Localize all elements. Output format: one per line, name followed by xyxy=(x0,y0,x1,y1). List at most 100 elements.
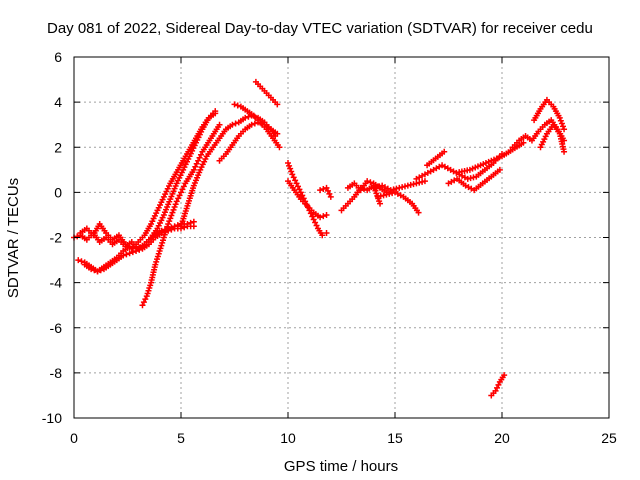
data-point xyxy=(387,187,394,194)
data-point xyxy=(367,179,374,186)
data-point xyxy=(501,372,508,379)
y-tick-label: -4 xyxy=(50,275,63,291)
series-track-r xyxy=(424,148,448,169)
data-point xyxy=(380,192,387,199)
data-point xyxy=(176,192,183,199)
x-tick-label: 25 xyxy=(601,430,617,446)
data-point xyxy=(123,251,130,258)
data-point xyxy=(327,193,334,200)
series-track-h xyxy=(231,101,283,151)
data-point xyxy=(258,120,265,127)
x-axis-label: GPS time / hours xyxy=(284,458,398,475)
series-track-l xyxy=(317,184,334,200)
data-point xyxy=(561,148,568,155)
data-point xyxy=(561,126,568,133)
data-point xyxy=(140,299,147,306)
data-point xyxy=(464,175,471,182)
data-point xyxy=(142,296,149,303)
data-point xyxy=(170,206,177,213)
data-point xyxy=(245,113,252,120)
data-point xyxy=(323,184,330,191)
data-point xyxy=(175,195,182,202)
data-point xyxy=(399,184,406,191)
series-track-u xyxy=(488,372,508,399)
y-tick-label: -2 xyxy=(50,230,63,246)
data-point xyxy=(172,201,179,208)
data-point xyxy=(416,179,423,186)
y-tick-label: -10 xyxy=(42,410,62,426)
x-tick-label: 15 xyxy=(387,430,403,446)
data-point xyxy=(441,148,448,155)
data-point xyxy=(181,224,188,231)
data-point xyxy=(370,184,377,191)
series-track-d xyxy=(81,223,197,275)
data-point xyxy=(75,257,82,264)
data-point xyxy=(166,218,173,225)
data-point xyxy=(296,186,303,193)
data-point xyxy=(377,193,384,200)
data-point xyxy=(248,121,255,128)
data-point xyxy=(407,181,414,188)
series-track-k xyxy=(285,178,330,221)
data-point xyxy=(231,101,238,108)
data-point xyxy=(165,220,172,227)
data-point xyxy=(120,252,127,259)
data-point xyxy=(421,178,428,185)
data-point xyxy=(287,165,294,172)
data-point xyxy=(129,249,136,256)
data-point xyxy=(323,211,330,218)
data-point xyxy=(374,193,381,200)
data-point xyxy=(556,114,563,121)
data-point xyxy=(492,387,499,394)
data-point xyxy=(178,189,184,196)
x-tick-label: 20 xyxy=(494,430,510,446)
data-point xyxy=(319,232,326,239)
data-point xyxy=(91,267,98,274)
data-point xyxy=(126,243,133,250)
data-point xyxy=(168,212,175,219)
data-point xyxy=(136,246,143,253)
data-point xyxy=(557,117,564,124)
data-point xyxy=(193,160,200,167)
y-axis-label: SDTVAR / TECUs xyxy=(5,178,22,298)
data-point xyxy=(299,192,306,199)
series-track-i xyxy=(252,78,281,108)
data-point xyxy=(169,209,176,216)
x-tick-label: 0 xyxy=(70,430,78,446)
data-point xyxy=(286,162,293,169)
data-point xyxy=(251,120,258,127)
data-point xyxy=(216,121,223,128)
data-point xyxy=(190,166,197,173)
data-point xyxy=(309,213,316,220)
data-point xyxy=(290,174,297,181)
x-tick-label: 5 xyxy=(177,430,185,446)
data-point xyxy=(386,190,393,197)
data-point xyxy=(383,191,390,198)
data-point xyxy=(192,163,199,170)
data-point xyxy=(285,160,291,167)
data-point xyxy=(401,183,408,190)
series-track-b xyxy=(77,110,219,252)
data-point xyxy=(232,120,239,127)
data-point xyxy=(126,250,133,257)
data-point xyxy=(410,181,417,188)
data-point xyxy=(377,200,384,207)
data-point xyxy=(467,175,474,182)
data-point xyxy=(88,266,95,273)
y-tick-label: -8 xyxy=(50,365,63,381)
data-point xyxy=(364,178,371,185)
data-point xyxy=(320,213,327,220)
data-point xyxy=(212,110,219,117)
y-tick-label: -6 xyxy=(50,320,63,336)
data-point xyxy=(74,233,81,240)
axis-ticks: 0 5 10 15 20 25 -10 -8 -6 -4 -2 0 2 4 6 xyxy=(42,49,617,446)
data-point xyxy=(94,268,101,275)
series-track-p xyxy=(374,189,422,216)
data-point xyxy=(323,229,330,236)
data-point xyxy=(373,184,380,191)
data-point xyxy=(326,190,333,197)
chart-title: Day 081 of 2022, Sidereal Day-to-day VTE… xyxy=(47,20,593,37)
data-point xyxy=(78,258,85,265)
data-point xyxy=(133,248,140,255)
